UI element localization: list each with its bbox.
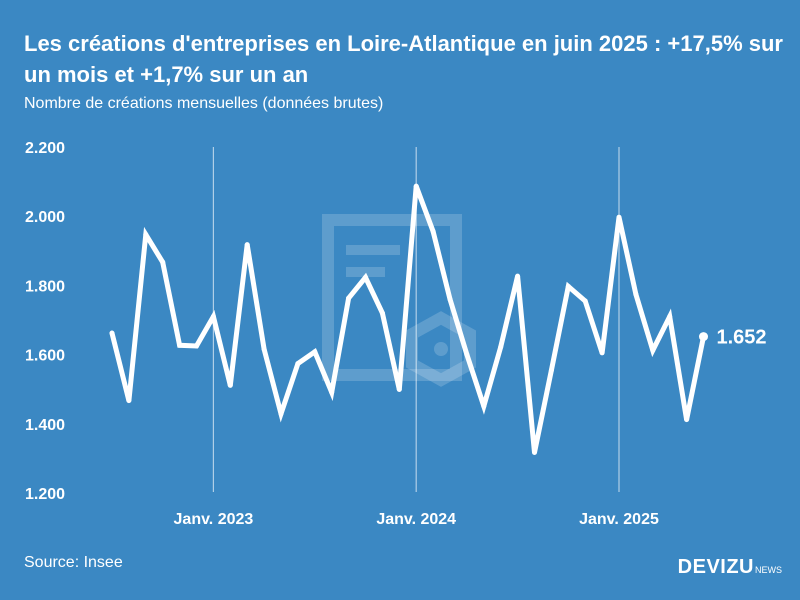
data-point (261, 346, 267, 352)
y-tick-label: 1.600 (25, 348, 65, 365)
data-point (346, 295, 352, 301)
x-tick-label: Janv. 2024 (376, 511, 456, 528)
data-point (177, 342, 183, 348)
data-point (329, 389, 335, 395)
last-value-label: 1.652 (717, 327, 767, 349)
data-point (295, 361, 301, 367)
data-point (312, 349, 318, 355)
data-point (616, 214, 622, 220)
data-point (143, 232, 149, 237)
y-tick-label: 1.400 (25, 417, 65, 434)
y-tick-label: 1.800 (25, 278, 65, 295)
data-point (413, 183, 419, 189)
brand-logo: DEVIZUNEWS (678, 555, 782, 582)
watermark-logo (322, 214, 476, 387)
data-point (109, 330, 115, 336)
brand-suffix: NEWS (755, 565, 782, 575)
data-point (244, 242, 250, 248)
source-note: Source: Insee (24, 554, 123, 571)
data-point (548, 367, 554, 373)
y-axis: 1.200 1.400 1.600 1.800 2.000 2.200 (25, 140, 65, 503)
data-point (210, 314, 216, 319)
data-point (515, 273, 521, 279)
series-line (109, 185, 706, 454)
x-tick-label: Janv. 2025 (579, 511, 659, 528)
data-point (633, 291, 639, 297)
data-point (194, 343, 199, 349)
y-tick-label: 2.000 (25, 209, 65, 226)
data-point (278, 411, 284, 417)
data-point (396, 387, 402, 392)
data-point (363, 274, 368, 280)
y-tick-label: 1.200 (25, 486, 65, 503)
data-point (565, 283, 571, 289)
data-point (532, 450, 537, 455)
data-point (498, 344, 504, 350)
data-point (227, 382, 233, 388)
data-point (160, 259, 166, 265)
y-tick-label: 2.200 (25, 140, 65, 157)
data-points (109, 183, 706, 455)
data-point (379, 310, 385, 316)
data-point (650, 347, 656, 353)
last-point-marker (699, 332, 708, 342)
data-point (582, 298, 588, 304)
data-point (481, 403, 487, 409)
data-point (447, 296, 453, 302)
x-axis: Janv. 2023 Janv. 2024 Janv. 2025 (174, 511, 659, 528)
x-tick-label: Janv. 2023 (174, 511, 254, 528)
data-point (126, 398, 132, 404)
chart-title: Les créations d'entreprises en Loire-Atl… (24, 31, 783, 87)
data-point (684, 417, 690, 423)
data-point (599, 350, 605, 356)
brand-name: DEVIZU (677, 556, 754, 578)
chart-subtitle: Nombre de créations mensuelles (données … (24, 95, 384, 112)
data-point (430, 228, 436, 234)
data-point (667, 314, 673, 319)
data-point (464, 352, 470, 358)
